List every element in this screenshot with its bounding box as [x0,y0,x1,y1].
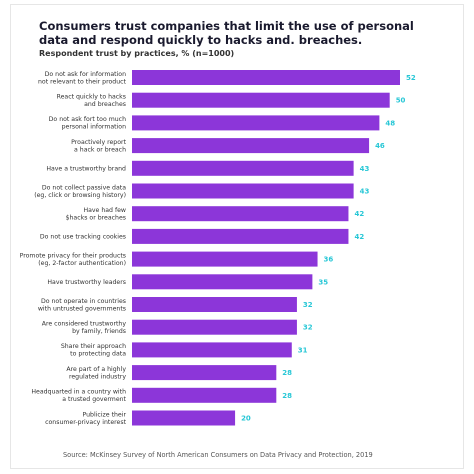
bar-11 [132,319,297,335]
value-label-1: 50 [396,97,406,105]
bar-8 [132,251,318,267]
value-label-8: 36 [324,256,334,264]
value-label-15: 20 [241,415,251,423]
bar-7 [132,228,349,244]
bar-10 [132,297,297,312]
bar-15 [132,410,236,426]
bar-0 [132,70,400,85]
category-label-14: Headquarted in a country with a trusted g… [31,389,126,404]
source-note: Source: McKinsey Survey of North America… [63,451,373,459]
category-label-15: Publicize their consumer-privacy interest [45,411,126,426]
category-label-3: Proactively report a hack or breach [71,139,126,154]
bar-4 [132,160,354,176]
category-label-9: Have trustworthy leaders [47,279,126,286]
value-label-9: 35 [318,278,328,286]
value-label-6: 42 [354,210,364,218]
value-label-11: 32 [303,324,313,332]
category-label-5: Do not collect passive data (eg, click or… [34,184,126,199]
category-label-0: Do not ask for information not relevant t… [38,71,127,86]
category-label-12: Share their approach to protecting data [61,343,126,358]
category-label-8: Promote privacy for their products (eg, 2… [20,252,126,267]
value-label-5: 43 [360,188,370,196]
bar-5 [132,183,354,199]
bar-2 [132,115,380,131]
value-label-7: 42 [354,233,364,241]
value-label-10: 32 [303,301,313,309]
value-label-12: 31 [298,346,308,354]
chart-subtitle: Respondent trust by practices, % (n=1000… [39,49,235,58]
value-label-3: 46 [375,142,385,150]
bar-6 [132,206,349,222]
bar-13 [132,365,277,381]
value-label-14: 28 [282,392,292,400]
value-label-2: 48 [385,119,395,127]
category-label-11: Are considered trustworthy by family, fri… [42,320,127,335]
category-label-2: Do not ask fort too much personal informa… [49,116,126,130]
bar-12 [132,342,292,358]
category-label-10: Do not operate in countries with untruste… [38,298,126,313]
category-label-7: Do not use tracking cookies [40,233,126,240]
category-label-13: Are part of a highly regulated industry [66,366,126,381]
value-label-0: 52 [406,74,416,82]
category-label-4: Have a trustworthy brand [46,165,126,172]
category-label-6: Have had few $hacks or breaches [66,207,126,222]
category-label-1: React quickly to hacks and breaches [57,93,126,108]
value-label-13: 28 [282,369,292,377]
bar-9 [132,274,313,290]
chart-title: Consumers trust companies that limit the… [39,19,414,47]
value-label-4: 43 [360,165,370,173]
bar-1 [132,92,390,108]
bar-14 [132,387,277,403]
bar-3 [132,138,370,154]
